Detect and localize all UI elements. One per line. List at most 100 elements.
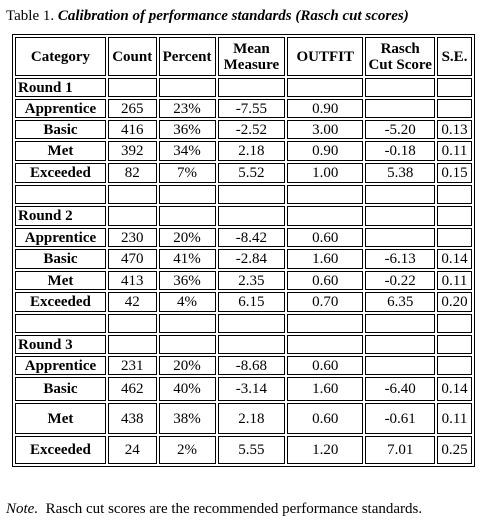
category-cell: Basic bbox=[15, 249, 106, 269]
value-cell: 0.60 bbox=[287, 356, 364, 375]
value-cell: 1.00 bbox=[287, 163, 364, 183]
value-cell: 1.20 bbox=[287, 436, 364, 464]
data-row: Exceeded 42 4% 6.15 0.70 6.35 0.20 bbox=[15, 292, 472, 312]
value-cell: 34% bbox=[158, 141, 216, 161]
empty-cell bbox=[217, 185, 286, 204]
spacer-row bbox=[15, 314, 472, 333]
note-label: Note. bbox=[6, 501, 39, 517]
caption-title: Calibration of performance standards (Ra… bbox=[57, 8, 409, 24]
header-cell: Category bbox=[15, 37, 106, 76]
round-title: Round 3 bbox=[15, 335, 106, 354]
empty-cell bbox=[158, 185, 216, 204]
empty-cell bbox=[437, 78, 472, 97]
empty-cell bbox=[107, 185, 157, 204]
empty-cell bbox=[437, 99, 472, 118]
value-cell: 0.70 bbox=[287, 292, 364, 312]
caption: Table 1. Calibration of performance stan… bbox=[6, 8, 409, 25]
value-cell: 0.11 bbox=[437, 271, 472, 290]
value-cell: 24 bbox=[107, 436, 157, 464]
empty-cell bbox=[365, 228, 436, 247]
category-cell: Met bbox=[15, 141, 106, 161]
empty-cell bbox=[437, 335, 472, 354]
round-row: Round 2 bbox=[15, 206, 472, 226]
value-cell: 36% bbox=[158, 120, 216, 139]
data-row: Exceeded 82 7% 5.52 1.00 5.38 0.15 bbox=[15, 163, 472, 183]
data-row: Apprentice 230 20% -8.42 0.60 bbox=[15, 228, 472, 247]
value-cell: 0.13 bbox=[437, 120, 472, 139]
value-cell: 4% bbox=[158, 292, 216, 312]
value-cell: 3.00 bbox=[287, 120, 364, 139]
round-title: Round 1 bbox=[15, 78, 106, 97]
empty-cell bbox=[365, 78, 436, 97]
value-cell: 40% bbox=[158, 377, 216, 401]
value-cell: 5.38 bbox=[365, 163, 436, 183]
data-row: Exceeded 24 2% 5.55 1.20 7.01 0.25 bbox=[15, 436, 472, 464]
empty-cell bbox=[437, 356, 472, 375]
value-cell: -0.18 bbox=[365, 141, 436, 161]
data-row: Apprentice 231 20% -8.68 0.60 bbox=[15, 356, 472, 375]
empty-cell bbox=[107, 206, 157, 226]
value-cell: 0.11 bbox=[437, 403, 472, 434]
value-cell: 82 bbox=[107, 163, 157, 183]
value-cell: 20% bbox=[158, 228, 216, 247]
value-cell: -2.84 bbox=[217, 249, 286, 269]
header-cell: Count bbox=[107, 37, 157, 76]
value-cell: 231 bbox=[107, 356, 157, 375]
empty-cell bbox=[217, 78, 286, 97]
value-cell: 462 bbox=[107, 377, 157, 401]
spacer-row bbox=[15, 185, 472, 204]
value-cell: 438 bbox=[107, 403, 157, 434]
value-cell: 23% bbox=[158, 99, 216, 118]
empty-cell bbox=[287, 78, 364, 97]
note-text: Rasch cut scores are the recommended per… bbox=[45, 501, 423, 517]
category-cell: Basic bbox=[15, 377, 106, 401]
value-cell: 416 bbox=[107, 120, 157, 139]
value-cell: 2.35 bbox=[217, 271, 286, 290]
value-cell: 5.55 bbox=[217, 436, 286, 464]
caption-label: Table 1. bbox=[6, 8, 55, 24]
value-cell: 2% bbox=[158, 436, 216, 464]
round-row: Round 1 bbox=[15, 78, 472, 97]
empty-cell bbox=[437, 185, 472, 204]
empty-cell bbox=[15, 314, 106, 333]
empty-cell bbox=[287, 185, 364, 204]
empty-cell bbox=[365, 206, 436, 226]
data-row: Apprentice 265 23% -7.55 0.90 bbox=[15, 99, 472, 118]
empty-cell bbox=[365, 99, 436, 118]
value-cell: -3.14 bbox=[217, 377, 286, 401]
header-cell: S.E. bbox=[437, 37, 472, 76]
category-cell: Apprentice bbox=[15, 356, 106, 375]
data-row: Met 392 34% 2.18 0.90 -0.18 0.11 bbox=[15, 141, 472, 161]
category-cell: Met bbox=[15, 271, 106, 290]
empty-cell bbox=[437, 314, 472, 333]
empty-cell bbox=[287, 335, 364, 354]
empty-cell bbox=[217, 335, 286, 354]
category-cell: Apprentice bbox=[15, 228, 106, 247]
empty-cell bbox=[287, 206, 364, 226]
round-row: Round 3 bbox=[15, 335, 472, 354]
category-cell: Exceeded bbox=[15, 436, 106, 464]
value-cell: -8.68 bbox=[217, 356, 286, 375]
empty-cell bbox=[287, 314, 364, 333]
value-cell: 2.18 bbox=[217, 403, 286, 434]
value-cell: 38% bbox=[158, 403, 216, 434]
value-cell: 0.60 bbox=[287, 403, 364, 434]
value-cell: 0.60 bbox=[287, 271, 364, 290]
data-row: Basic 416 36% -2.52 3.00 -5.20 0.13 bbox=[15, 120, 472, 139]
empty-cell bbox=[217, 314, 286, 333]
value-cell: -2.52 bbox=[217, 120, 286, 139]
value-cell: 0.25 bbox=[437, 436, 472, 464]
empty-cell bbox=[158, 335, 216, 354]
category-cell: Exceeded bbox=[15, 292, 106, 312]
value-cell: -6.13 bbox=[365, 249, 436, 269]
value-cell: 0.15 bbox=[437, 163, 472, 183]
value-cell: 0.90 bbox=[287, 99, 364, 118]
empty-cell bbox=[158, 206, 216, 226]
value-cell: 470 bbox=[107, 249, 157, 269]
category-cell: Basic bbox=[15, 120, 106, 139]
header-cell: Percent bbox=[158, 37, 216, 76]
value-cell: 0.60 bbox=[287, 228, 364, 247]
value-cell: 36% bbox=[158, 271, 216, 290]
value-cell: 6.35 bbox=[365, 292, 436, 312]
data-row: Basic 470 41% -2.84 1.60 -6.13 0.14 bbox=[15, 249, 472, 269]
